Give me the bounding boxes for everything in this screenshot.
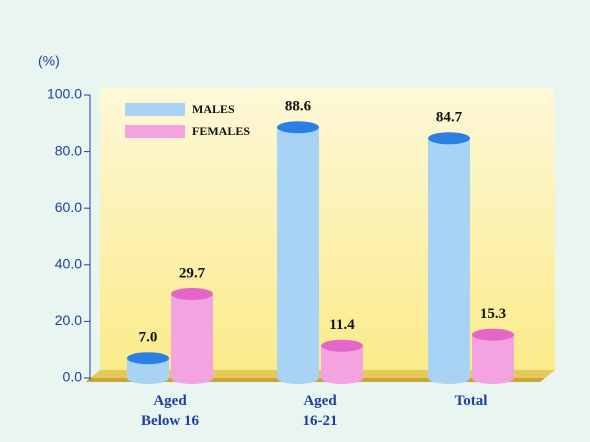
y-tick-label: 0.0 [63,369,83,385]
value-label: 15.3 [480,306,506,322]
y-tick-label: 60.0 [55,199,82,215]
y-tick-label: 40.0 [55,256,82,272]
bar [472,334,514,378]
value-label: 84.7 [436,110,463,126]
bar-cap [428,132,470,145]
bar-cap [277,121,319,134]
bar [171,293,213,378]
x-tick-label: Total [455,393,488,409]
legend-label: FEMALES [192,124,250,138]
legend-label: MALES [192,102,235,116]
value-label: 29.7 [179,265,206,281]
value-label: 88.6 [285,99,312,115]
y-tick-label: 20.0 [55,312,82,328]
value-label: 11.4 [329,317,355,333]
bar [277,127,319,379]
bar-cap [171,287,213,300]
value-label: 7.0 [139,330,158,346]
legend-swatch [125,125,185,138]
x-tick-label: Aged Below 16 [141,393,199,429]
y-tick-label: 80.0 [55,142,82,158]
y-axis-label: (%) [38,53,60,69]
bar-cap [472,328,514,341]
legend-swatch [125,103,185,116]
x-tick-label: Aged 16-21 [303,393,338,429]
bar [428,138,470,378]
bar-cap [321,339,363,352]
bar-cap [127,352,169,365]
y-tick-label: 100.0 [47,86,82,102]
